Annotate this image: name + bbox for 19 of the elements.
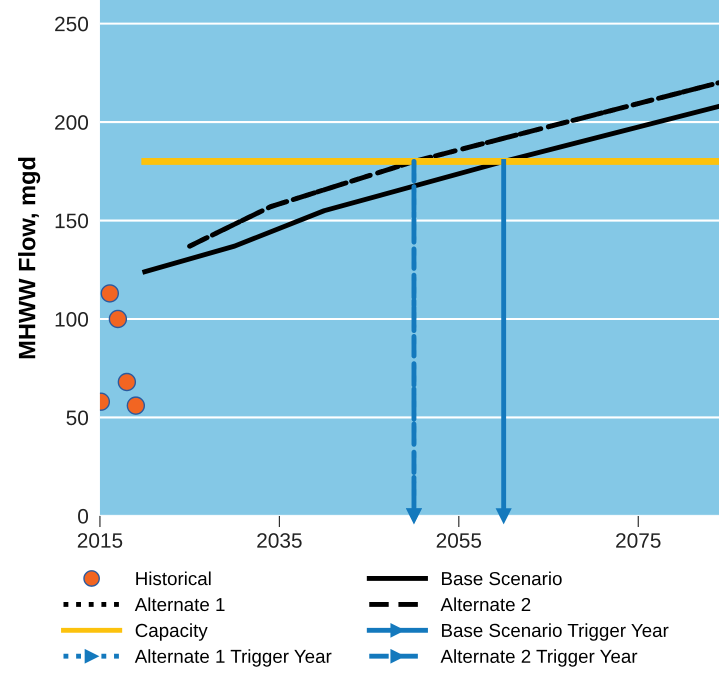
legend-label: Alternate 1 Trigger Year (134, 649, 332, 667)
legend-label: Base Scenario Trigger Year (442, 623, 668, 641)
y-tick-label: 250 (55, 16, 88, 32)
legend-label: Historical (136, 571, 211, 586)
y-tick-label: 100 (56, 312, 88, 327)
legend-label: Capacity (136, 623, 208, 641)
y-axis-title: MHWW Flow, mgd (18, 158, 40, 358)
legend-label: Alternate 2 Trigger Year (440, 649, 638, 667)
x-tick-label: 2075 (616, 533, 661, 548)
y-tick-label: 150 (56, 214, 88, 228)
y-tick-label: 200 (55, 115, 88, 130)
x-tick-label: 2015 (78, 533, 122, 548)
y-tick-label: 0 (78, 508, 88, 524)
x-tick-label: 2035 (257, 533, 302, 548)
legend-label: Alternate 2 (440, 597, 530, 612)
y-tick-label: 50 (66, 410, 88, 426)
legend-label: Base Scenario (442, 571, 562, 586)
legend-label: Alternate 1 (134, 597, 225, 612)
x-tick-label: 2055 (436, 533, 482, 548)
